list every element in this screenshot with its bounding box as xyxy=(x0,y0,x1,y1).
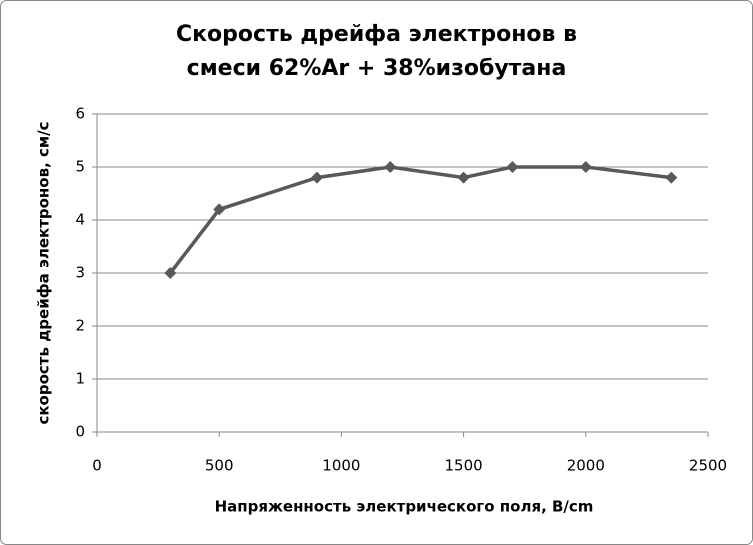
data-point xyxy=(213,203,226,216)
title-box: Скорость дрейфа электронов в смеси 62%Ar… xyxy=(0,18,753,86)
data-point xyxy=(164,267,177,279)
y-tick-label: 3 xyxy=(75,264,85,282)
y-tick-label: 0 xyxy=(75,423,85,441)
x-tick-label: 2500 xyxy=(689,457,727,475)
x-tick-label: 0 xyxy=(92,457,102,475)
x-axis-label: Напряженность электрического поля, В/cm xyxy=(215,498,594,516)
y-tick-label: 5 xyxy=(75,158,85,176)
data-point xyxy=(310,171,323,184)
x-tick-label: 1000 xyxy=(322,457,360,475)
chart-title: Скорость дрейфа электронов в смеси 62%Ar… xyxy=(175,22,578,81)
y-tick-label: 6 xyxy=(75,105,85,123)
data-point xyxy=(579,161,592,173)
y-tick-label: 2 xyxy=(75,317,85,335)
y-tick-label: 4 xyxy=(75,211,85,229)
x-tick-label: 500 xyxy=(205,457,234,475)
data-point xyxy=(384,161,397,173)
x-tick-label: 2000 xyxy=(567,457,605,475)
data-point xyxy=(506,161,519,173)
series-line xyxy=(168,165,672,275)
data-point xyxy=(665,171,678,184)
data-point xyxy=(457,171,470,184)
y-tick-label: 1 xyxy=(75,370,85,388)
x-tick-label: 1500 xyxy=(445,457,483,475)
y-axis-label: скорость дрейфа электронов, см/с xyxy=(35,121,53,424)
